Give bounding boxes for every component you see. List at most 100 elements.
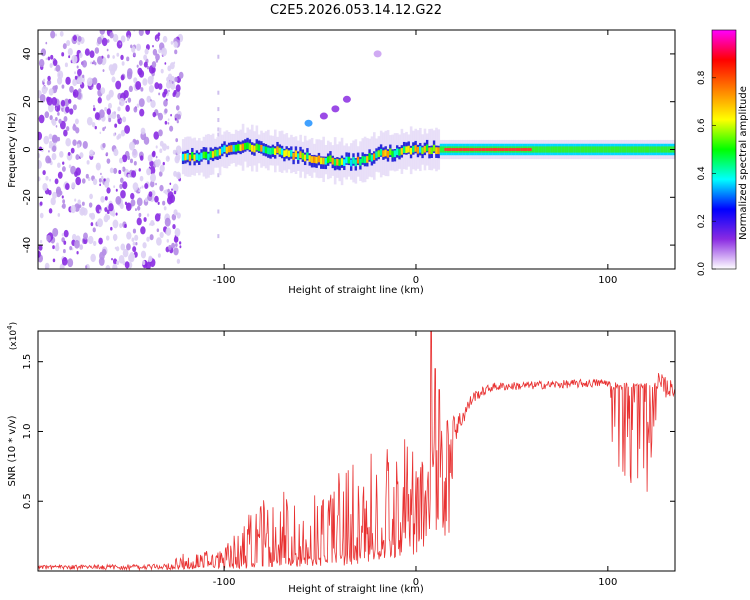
noise-blob (74, 198, 77, 202)
spectrogram-carrier-trace (181, 123, 675, 186)
noise-blob (63, 116, 68, 122)
carrier-core (400, 148, 404, 155)
noise-blob (119, 223, 123, 229)
noise-blob (115, 212, 118, 216)
noise-blob (79, 152, 84, 159)
carrier-core (660, 146, 664, 153)
noise-blob (125, 104, 130, 112)
noise-blob (159, 140, 164, 147)
carrier-core (626, 146, 629, 153)
noise-blob (118, 157, 123, 164)
carrier-peak (488, 148, 491, 151)
carrier-core (333, 159, 337, 166)
noise-blob (48, 150, 50, 153)
carrier-core (225, 146, 229, 154)
carrier-core (617, 146, 620, 153)
carrier-core (257, 144, 261, 152)
noise-blob (77, 68, 82, 77)
colorbar-tick-label: 0.4 (697, 166, 707, 181)
side-blob (331, 105, 340, 113)
carrier-peak (444, 148, 447, 151)
noise-blob (140, 87, 144, 92)
carrier-core (211, 151, 215, 158)
noise-blob (170, 40, 174, 45)
noise-blob (136, 217, 142, 226)
noise-blob (67, 258, 74, 268)
carrier-core (285, 149, 288, 156)
noise-blob (46, 234, 51, 242)
noise-blob (131, 46, 136, 53)
noise-blob (179, 245, 182, 249)
noise-blob (91, 86, 94, 90)
noise-blob (113, 132, 116, 137)
noise-blob (146, 213, 150, 217)
noise-blob (141, 185, 144, 189)
carrier-core (181, 153, 185, 161)
carrier-core (377, 150, 381, 157)
noise-blob (174, 49, 178, 55)
carrier-core (250, 144, 254, 152)
carrier-core (402, 146, 406, 153)
noise-blob (126, 71, 133, 80)
carrier-core (232, 144, 235, 152)
noise-blob (102, 127, 105, 132)
carrier-core (313, 156, 316, 164)
noise-blob (52, 245, 55, 250)
noise-blob (152, 150, 156, 156)
noise-blob (160, 68, 164, 74)
carrier-core (432, 144, 436, 152)
noise-blob (54, 85, 58, 90)
noise-blob (117, 133, 122, 139)
noise-blob (174, 155, 180, 164)
carrier-peak (455, 148, 459, 151)
carrier-core (398, 149, 401, 156)
spectrogram-x-ticks: -100 0 100 (213, 30, 617, 286)
noise-blob (96, 82, 102, 91)
carrier-core (633, 146, 636, 153)
noise-blob (142, 242, 147, 249)
noise-blob (42, 170, 46, 176)
noise-blob (163, 190, 166, 194)
snr-y-tick-label: 0.5 (22, 493, 33, 509)
noise-blob (42, 182, 48, 191)
colorbar-tick-label: 0.2 (697, 214, 707, 228)
noise-blob (145, 30, 151, 35)
noise-blob (74, 239, 80, 249)
noise-blob (57, 70, 64, 80)
noise-blob (104, 196, 108, 201)
carrier-core (437, 147, 440, 155)
noise-blob (217, 107, 220, 112)
carrier-core (278, 147, 282, 155)
noise-blob (124, 261, 130, 269)
noise-blob (163, 99, 168, 107)
noise-blob (70, 147, 75, 154)
carrier-core (651, 146, 654, 153)
carrier-core (188, 154, 192, 162)
noise-blob (90, 253, 96, 263)
noise-blob (66, 39, 71, 47)
noise-blob (131, 237, 135, 242)
carrier-core (315, 156, 318, 164)
noise-blob (98, 237, 103, 245)
carrier-core (594, 146, 597, 153)
noise-blob (127, 97, 132, 103)
noise-blob (157, 112, 164, 121)
noise-blob (174, 228, 181, 237)
noise-blob (86, 160, 90, 165)
noise-blob (109, 167, 114, 174)
noise-blob (138, 70, 145, 78)
carrier-core (393, 150, 397, 158)
noise-blob (104, 106, 108, 112)
carrier-core (363, 156, 367, 164)
noise-blob (144, 48, 149, 55)
noise-blob (74, 118, 79, 125)
noise-blob (87, 177, 91, 182)
noise-blob (120, 189, 126, 199)
noise-blob (113, 264, 116, 268)
carrier-core (361, 156, 364, 163)
carrier-core (442, 146, 445, 153)
noise-blob (65, 76, 71, 85)
noise-blob (72, 89, 79, 98)
noise-blob (130, 192, 135, 200)
noise-blob (164, 108, 168, 114)
